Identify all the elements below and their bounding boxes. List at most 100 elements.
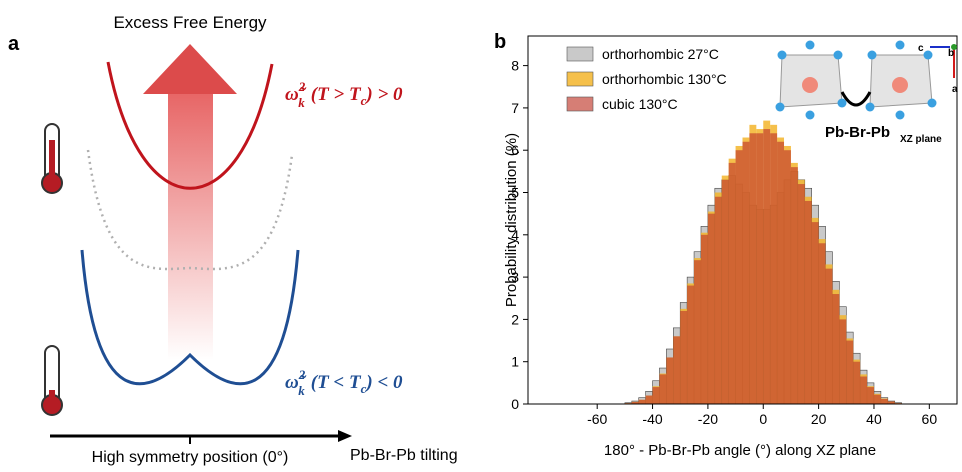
arrow-shaft: [168, 92, 213, 360]
x-tick-label: -40: [642, 411, 662, 427]
bar: [784, 150, 791, 404]
bar: [638, 399, 646, 404]
bar: [777, 141, 785, 404]
bar: [846, 340, 854, 404]
lower-formula: ω̃2 k (T < Tc) < 0: [285, 367, 403, 398]
axis-name: b: [948, 48, 954, 59]
arrow-head: [143, 44, 237, 94]
br-atom: [895, 40, 905, 50]
bar: [652, 387, 660, 404]
bar: [839, 319, 847, 404]
axis-name: a: [952, 84, 958, 95]
panel-b: b Probability distribution (%) 180° - Pb…: [494, 31, 958, 459]
bar: [818, 243, 826, 404]
inset-subscript: XZ plane: [900, 134, 942, 145]
br-atom: [833, 50, 843, 60]
curve-tc: [86, 149, 294, 271]
curve-high-t: [106, 61, 274, 190]
bar: [756, 133, 764, 404]
panel-title: Excess Free Energy: [113, 13, 267, 32]
bar: [742, 141, 750, 404]
legend-swatch: [566, 96, 594, 112]
y-tick-label: 7: [511, 100, 519, 116]
y-tick-label: 5: [511, 185, 519, 201]
pb-atom: [892, 77, 908, 93]
bar: [867, 387, 874, 404]
bar: [687, 285, 695, 404]
x-tick-label: 40: [866, 411, 882, 427]
legend-label: cubic 130°C: [602, 96, 678, 112]
axis-end-label: Pb-Br-Pb tilting: [350, 447, 458, 464]
bar: [714, 196, 722, 404]
bar: [680, 310, 688, 404]
y-tick-label: 3: [511, 269, 519, 285]
f: (T < T: [311, 372, 362, 393]
bar: [832, 294, 840, 404]
br-atom: [805, 110, 815, 120]
y-tick-label: 1: [511, 354, 519, 370]
br-atom: [865, 102, 875, 112]
inset: Pb-Br-Pb XZ plane c b a: [775, 40, 958, 145]
f: k: [298, 383, 305, 398]
br-atom: [867, 50, 877, 60]
bar: [728, 162, 736, 404]
x-tick-label: 0: [759, 411, 767, 427]
bar: [770, 133, 778, 404]
f: ) < 0: [364, 372, 403, 393]
br-atom: [837, 98, 847, 108]
angle-arc: [840, 91, 872, 107]
bar: [721, 179, 729, 404]
bar: [873, 394, 881, 404]
legend-swatch: [566, 46, 594, 62]
f: k: [298, 95, 305, 110]
br-atom: [777, 50, 787, 60]
panel-label: b: [494, 31, 506, 53]
bar: [707, 213, 715, 404]
axis-arrow: [338, 430, 352, 442]
panel-label: a: [8, 33, 20, 55]
bar: [749, 133, 757, 404]
bar: [797, 184, 805, 404]
x-tick-label: 60: [922, 411, 938, 427]
x-tick-label: -60: [587, 411, 607, 427]
axis-b: [951, 44, 957, 50]
bar: [887, 401, 895, 404]
bar: [825, 268, 833, 404]
thermometer-hot: [41, 123, 63, 194]
axis-label: High symmetry position (0°): [92, 449, 289, 466]
x-tick-label: 20: [811, 411, 827, 427]
bar: [735, 150, 743, 404]
bar: [666, 357, 674, 404]
y-axis-label: Probability distribution (%): [503, 133, 520, 307]
axis-name: c: [918, 43, 924, 54]
f: (T > T: [311, 84, 362, 105]
bar: [631, 401, 639, 404]
f: ) > 0: [364, 84, 403, 105]
plot-frame: [527, 35, 958, 405]
legend-swatch: [566, 71, 594, 87]
bar: [804, 200, 812, 404]
bar: [645, 395, 653, 404]
bar: [880, 398, 888, 404]
f: c: [361, 381, 367, 396]
br-atom: [927, 98, 937, 108]
bar: [659, 374, 667, 404]
bar: [694, 260, 701, 404]
br-atom: [805, 40, 815, 50]
bar: [853, 361, 861, 404]
panel-a: a Excess Free Energy ω̃2 k (T > Tc) > 0 ω̃…: [8, 13, 458, 466]
y-tick-label: 6: [511, 142, 519, 158]
br-atom: [895, 110, 905, 120]
f: 2: [298, 367, 306, 382]
bar: [811, 222, 819, 404]
inset-title: Pb-Br-Pb: [825, 124, 890, 141]
pb-atom: [802, 77, 818, 93]
bar: [860, 376, 868, 404]
thermometer-cold: [41, 345, 63, 416]
bar: [700, 234, 708, 404]
y-tick-label: 0: [511, 396, 519, 412]
bar: [763, 129, 771, 404]
legend-label: orthorhombic 27°C: [602, 46, 719, 62]
upper-formula: ω̃2 k (T > Tc) > 0: [285, 79, 403, 110]
